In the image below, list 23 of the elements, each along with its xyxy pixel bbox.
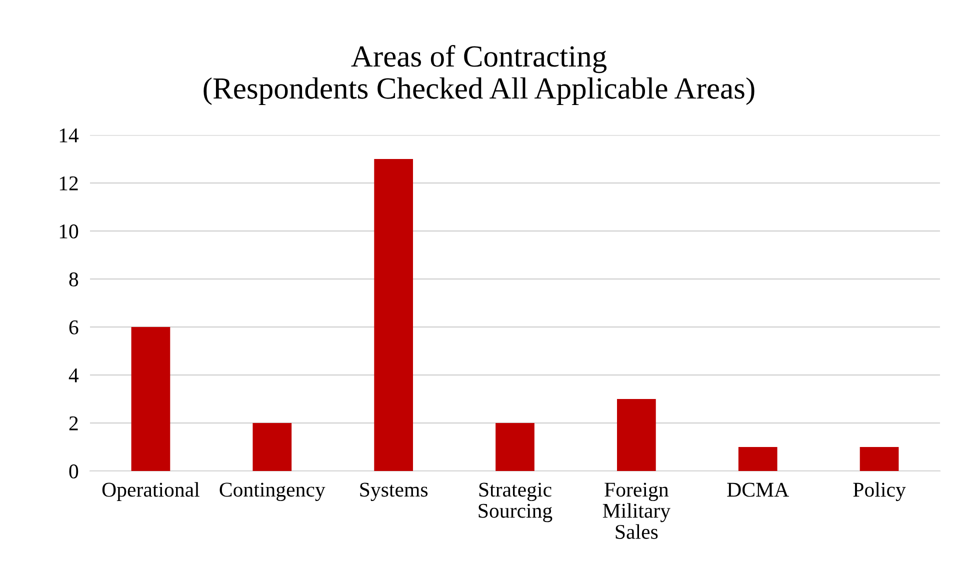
chart-title: Areas of Contracting (Respondents Checked All Applicable Areas) [204, 44, 754, 106]
bar [496, 423, 534, 471]
y-tick-label: 0 [69, 464, 78, 478]
x-tick-label: Policy [853, 482, 906, 502]
y-tick-label: 2 [69, 416, 78, 430]
y-tick-label: 12 [60, 176, 78, 190]
y-tick-label: 8 [69, 272, 78, 286]
x-tick-label: Contingency [220, 482, 326, 502]
bar [252, 423, 292, 471]
bar [860, 447, 899, 471]
y-tick-label: 10 [60, 224, 78, 238]
y-tick-label: 14 [60, 128, 79, 142]
bar [738, 447, 778, 471]
bar [374, 159, 413, 471]
bar [131, 327, 170, 471]
x-tick-label: Strategic Sourcing [478, 482, 552, 522]
x-tick-label: Operational [102, 482, 200, 502]
y-tick-label: 4 [68, 368, 79, 382]
x-tick-label: Foreign Military Sales [602, 482, 670, 539]
y-tick-label: 6 [69, 320, 78, 334]
x-tick-label: DCMA [727, 482, 789, 497]
bar [617, 399, 656, 471]
x-tick-label: Systems [360, 482, 428, 502]
